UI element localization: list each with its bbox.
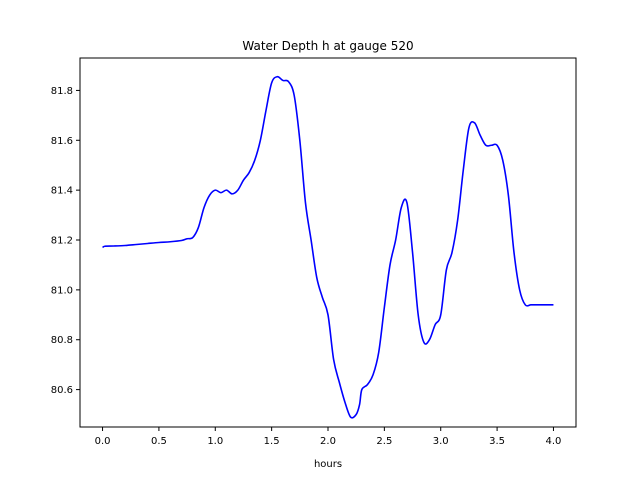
y-tick-label: 80.6 (51, 385, 73, 396)
y-tick-label: 80.8 (51, 335, 73, 346)
y-tick-label: 81.0 (51, 285, 73, 296)
y-tick-label: 81.8 (51, 86, 73, 97)
x-tick-label: 3.5 (489, 436, 505, 447)
y-tick-label: 81.4 (51, 186, 73, 197)
x-tick-label: 4.0 (546, 436, 562, 447)
x-axis-label: hours (314, 459, 342, 470)
x-tick-label: 0.0 (95, 436, 111, 447)
plot-frame (79, 57, 577, 428)
x-tick-label: 0.5 (151, 436, 167, 447)
y-tick-label: 81.6 (51, 136, 73, 147)
x-tick-label: 3.0 (433, 436, 449, 447)
series-layer (102, 75, 554, 419)
x-tick-label: 2.5 (376, 436, 392, 447)
x-tick-label: 1.0 (207, 436, 223, 447)
x-tick-label: 1.5 (264, 436, 280, 447)
ticks-layer: 0.0 0.5 1.0 1.5 2.0 2.5 3.0 3.5 4.0 80.6 80.8 81.0 8… (51, 86, 562, 447)
x-tick-label: 2.0 (320, 436, 336, 447)
y-tick-label: 81.2 (51, 236, 73, 247)
chart-title: Water Depth h at gauge 520 (242, 39, 413, 53)
series-line (102, 75, 554, 419)
